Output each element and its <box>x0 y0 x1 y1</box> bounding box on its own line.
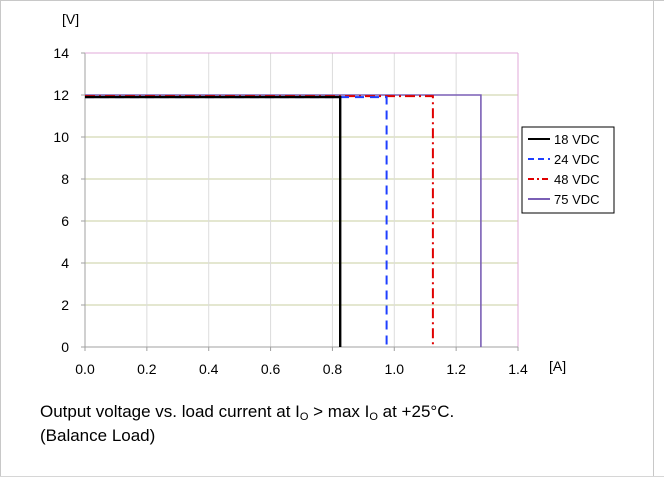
chart-caption: Output voltage vs. load current at IO > … <box>40 400 640 448</box>
caption-subscript-1: O <box>299 411 309 423</box>
series-line-75-vdc <box>85 94 482 347</box>
caption-line-1: Output voltage vs. load current at IO > … <box>40 400 640 424</box>
chart: 0 2 4 6 8 10 12 14 0.0 0.2 0.4 0.6 0.8 1.0 1.2 1.4 [V] [A… <box>53 11 615 377</box>
legend-label: 24 VDC <box>554 152 600 167</box>
x-tick-label: 1.2 <box>446 361 466 377</box>
caption-text-2: > max I <box>308 402 370 421</box>
frame-right-border <box>653 0 654 477</box>
x-tick-label: 1.4 <box>508 361 528 377</box>
x-tick-label: 0.4 <box>199 361 219 377</box>
legend-label: 75 VDC <box>554 192 600 207</box>
y-tick-label: 8 <box>61 171 69 187</box>
y-tick-label: 14 <box>53 45 69 61</box>
y-tick-label: 12 <box>53 87 69 103</box>
x-tick-label: 0.0 <box>75 361 95 377</box>
x-tick-label: 0.6 <box>261 361 281 377</box>
series-line-18-vdc <box>85 95 342 347</box>
frame-top-border <box>0 0 664 1</box>
caption-text-1: Output voltage vs. load current at I <box>40 402 300 421</box>
legend-label: 48 VDC <box>554 172 600 187</box>
x-tick-label: 0.8 <box>323 361 343 377</box>
x-tick-label: 1.0 <box>385 361 405 377</box>
y-tick-label: 4 <box>61 255 69 271</box>
y-tick-label: 6 <box>61 213 69 229</box>
caption-line-2: (Balance Load) <box>40 426 156 445</box>
y-axis-label: [V] <box>62 11 79 27</box>
caption-text-3: at +25°C. <box>377 402 455 421</box>
legend-label: 18 VDC <box>554 132 600 147</box>
caption-subscript-2: O <box>369 411 378 423</box>
y-tick-label: 0 <box>61 339 69 355</box>
x-tick-label: 0.2 <box>137 361 157 377</box>
y-tick-label: 10 <box>53 129 69 145</box>
frame-left-border <box>0 0 1 477</box>
series-line-48-vdc <box>85 95 434 347</box>
x-axis-label: [A] <box>549 358 566 374</box>
y-tick-label: 2 <box>61 297 69 313</box>
series-line-24-vdc <box>85 96 388 347</box>
